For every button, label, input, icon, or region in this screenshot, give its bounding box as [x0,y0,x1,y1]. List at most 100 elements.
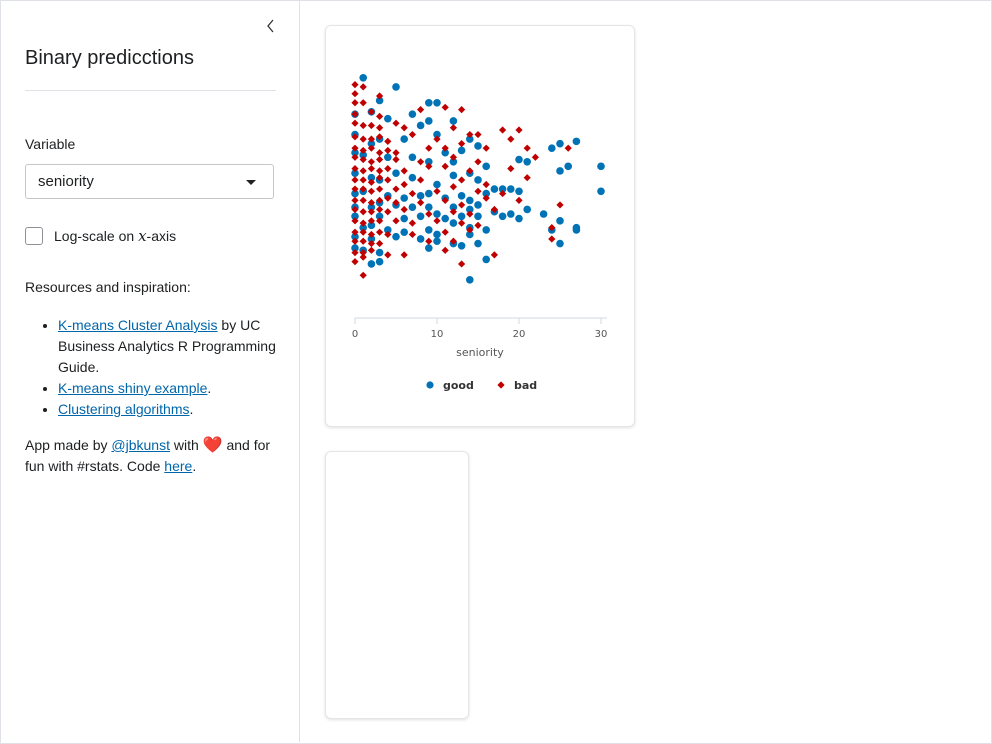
point-good[interactable] [384,153,392,162]
point-good[interactable] [564,162,572,171]
point-good[interactable] [597,187,605,196]
point-bad[interactable] [376,239,384,248]
point-good[interactable] [556,167,564,175]
point-good[interactable] [433,210,441,218]
point-good[interactable] [375,257,384,266]
point-good[interactable] [474,201,482,209]
point-good[interactable] [556,217,564,225]
point-bad[interactable] [351,90,359,98]
point-bad[interactable] [367,121,375,130]
point-bad[interactable] [351,196,359,204]
point-bad[interactable] [359,135,367,143]
point-bad[interactable] [482,144,490,152]
point-bad[interactable] [392,119,400,127]
point-good[interactable] [351,148,359,157]
point-bad[interactable] [408,219,416,227]
point-good[interactable] [384,226,392,234]
point-bad[interactable] [351,153,359,161]
point-bad[interactable] [376,124,384,132]
point-bad[interactable] [449,183,457,191]
point-bad[interactable] [507,165,515,173]
point-good[interactable] [359,74,367,82]
point-good[interactable] [416,192,425,200]
point-good[interactable] [367,235,376,243]
point-good[interactable] [449,158,458,166]
point-bad[interactable] [556,201,564,209]
point-bad[interactable] [523,144,531,152]
point-bad[interactable] [392,149,400,157]
point-bad[interactable] [351,217,359,225]
point-good[interactable] [466,196,474,205]
point-bad[interactable] [376,155,384,164]
point-bad[interactable] [359,196,367,204]
point-bad[interactable] [441,228,449,236]
point-bad[interactable] [351,185,359,193]
point-bad[interactable] [384,251,392,259]
point-bad[interactable] [367,187,375,195]
point-bad[interactable] [351,99,359,107]
point-bad[interactable] [466,130,474,139]
point-bad[interactable] [384,208,392,216]
point-good[interactable] [384,114,392,123]
point-good[interactable] [375,96,384,105]
point-good[interactable] [425,98,433,107]
point-bad[interactable] [449,124,457,132]
point-bad[interactable] [351,176,359,184]
point-bad[interactable] [458,219,466,227]
point-bad[interactable] [376,167,384,175]
point-good[interactable] [400,194,408,202]
point-good[interactable] [466,276,474,284]
point-good[interactable] [539,210,548,218]
point-bad[interactable] [548,235,556,243]
point-good[interactable] [556,239,564,248]
point-bad[interactable] [359,208,367,216]
point-good[interactable] [482,162,490,171]
point-good[interactable] [425,189,433,198]
point-good[interactable] [367,221,376,230]
point-bad[interactable] [474,187,482,195]
point-bad[interactable] [376,205,384,214]
point-good[interactable] [441,214,449,223]
point-good[interactable] [392,232,400,241]
point-bad[interactable] [548,224,556,232]
point-good[interactable] [351,244,359,252]
variable-select[interactable]: seniority [25,164,274,199]
point-bad[interactable] [441,162,449,170]
point-good[interactable] [367,203,376,211]
point-bad[interactable] [392,155,400,164]
point-good[interactable] [400,135,408,143]
point-bad[interactable] [359,271,367,279]
point-bad[interactable] [351,165,359,173]
point-good[interactable] [408,173,417,182]
point-bad[interactable] [433,135,441,143]
point-bad[interactable] [507,135,515,143]
point-good[interactable] [556,139,564,148]
point-bad[interactable] [417,105,425,114]
point-good[interactable] [433,237,441,246]
point-bad[interactable] [441,144,449,152]
point-good[interactable] [375,212,384,221]
point-good[interactable] [474,212,482,221]
point-bad[interactable] [490,251,498,259]
point-bad[interactable] [359,237,367,245]
point-good[interactable] [515,214,523,223]
point-bad[interactable] [408,230,416,239]
point-bad[interactable] [384,146,392,155]
point-good[interactable] [457,192,466,200]
point-good[interactable] [408,203,417,211]
point-bad[interactable] [466,167,474,175]
point-good[interactable] [359,223,367,232]
point-bad[interactable] [400,167,408,175]
author-link[interactable]: @jbkunst [111,437,170,453]
point-bad[interactable] [359,99,367,107]
point-good[interactable] [425,203,433,211]
point-good[interactable] [416,121,425,130]
point-good[interactable] [400,214,408,223]
point-good[interactable] [523,158,531,166]
point-good[interactable] [474,239,482,248]
point-good[interactable] [449,219,458,227]
point-good[interactable] [449,203,458,211]
point-bad[interactable] [392,185,400,193]
point-bad[interactable] [425,144,433,152]
point-bad[interactable] [367,246,375,254]
